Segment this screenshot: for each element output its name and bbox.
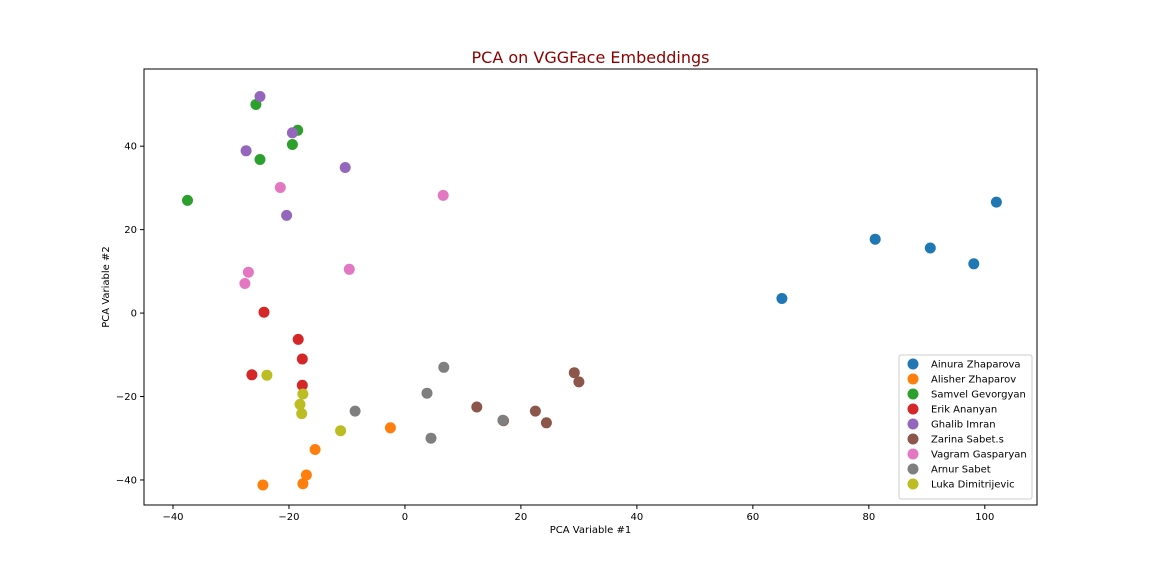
legend-box (898, 354, 1033, 500)
data-point (274, 182, 286, 193)
legend-label: Luka Dimitrijevic (931, 480, 1015, 491)
legend-marker (907, 388, 919, 400)
data-point (261, 369, 273, 381)
legend-label: Samvel Gevorgyan (931, 390, 1026, 401)
x-tick-label: 40 (631, 512, 644, 523)
data-point (182, 194, 193, 206)
data-point (296, 408, 308, 420)
legend-label: Arnur Sabet (931, 465, 991, 476)
legend-label: Alisher Zhaparov (931, 375, 1016, 386)
y-tick-label: −20 (116, 392, 137, 403)
data-point (300, 469, 312, 481)
data-point (296, 353, 308, 365)
data-point (242, 266, 254, 278)
series-3 (246, 306, 308, 391)
data-point (425, 432, 437, 444)
legend-marker (907, 433, 919, 445)
legend-marker (907, 463, 919, 475)
x-tick-label: 60 (746, 512, 759, 523)
series-8 (261, 369, 347, 437)
data-point (471, 401, 483, 413)
y-tick-label: 20 (124, 225, 137, 236)
data-point (568, 367, 580, 379)
legend-label: Erik Ananyan (931, 405, 997, 416)
data-point (286, 127, 298, 139)
data-point (529, 405, 541, 417)
data-point (258, 306, 270, 318)
legend-marker (907, 403, 919, 415)
x-tick-label: −40 (162, 512, 183, 523)
legend-label: Ghalib Imran (931, 420, 996, 431)
y-axis: −40 −20 0 20 40 (116, 142, 144, 486)
data-point (343, 263, 355, 275)
data-point (421, 387, 433, 399)
x-tick-label: 0 (402, 512, 408, 523)
data-point (990, 196, 1002, 208)
x-tick-label: 20 (515, 512, 528, 523)
series-7 (349, 361, 509, 444)
data-point (309, 444, 321, 455)
data-point (257, 479, 269, 491)
y-tick-label: 0 (131, 309, 137, 320)
data-point (497, 414, 509, 426)
chart-title: PCA on VGGFace Embeddings (472, 48, 710, 67)
legend-label: Ainura Zhaparova (931, 360, 1021, 371)
data-point (384, 422, 396, 434)
data-point (968, 258, 980, 270)
data-point (437, 189, 449, 201)
series-2 (182, 99, 304, 206)
data-point (281, 209, 293, 221)
data-point (776, 293, 788, 304)
data-point (254, 91, 266, 102)
x-tick-label: 100 (975, 512, 994, 523)
data-point (869, 233, 881, 245)
legend-label: Vagram Gasparyan (931, 450, 1027, 461)
y-tick-label: −40 (116, 475, 137, 486)
y-axis-label: PCA Variable #2 (101, 246, 112, 327)
data-point (297, 478, 309, 490)
data-point (924, 242, 936, 254)
y-tick-label: 40 (124, 142, 137, 153)
data-point (240, 145, 252, 157)
data-point (286, 139, 298, 150)
data-point (294, 398, 306, 410)
series-4 (240, 91, 351, 221)
data-point (297, 388, 309, 400)
data-point (438, 361, 450, 373)
data-point (540, 417, 552, 429)
data-point (296, 379, 308, 391)
series-1 (257, 422, 396, 491)
x-tick-label: −20 (278, 512, 299, 523)
data-point (239, 278, 251, 289)
x-axis: −40 −20 0 20 40 60 80 100 (162, 505, 994, 523)
series-6 (239, 182, 449, 289)
data-point (246, 369, 258, 381)
data-point (339, 162, 351, 173)
legend-marker (907, 373, 919, 385)
data-point (335, 425, 347, 437)
plot-frame (143, 68, 1038, 506)
points-layer (182, 91, 1002, 491)
legend-marker (907, 448, 919, 460)
legend-marker (907, 358, 919, 370)
legend: Ainura Zhaparova Alisher Zhaparov Samvel G… (898, 354, 1033, 500)
x-tick-label: 80 (862, 512, 875, 523)
legend-marker (907, 418, 919, 430)
series-0 (776, 196, 1002, 304)
data-point (254, 154, 266, 165)
legend-marker (907, 478, 919, 490)
legend-label: Zarina Sabet.s (931, 435, 1004, 446)
x-axis-label: PCA Variable #1 (550, 525, 631, 536)
data-point (292, 333, 304, 345)
data-point (573, 376, 585, 388)
data-point (349, 405, 361, 417)
